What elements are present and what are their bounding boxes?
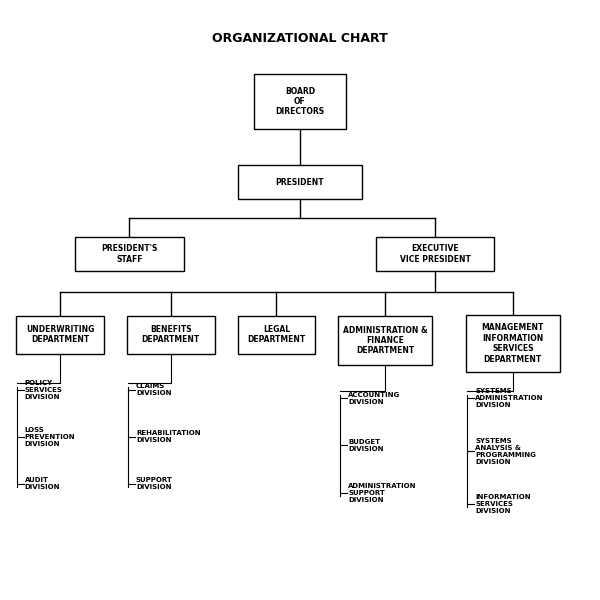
Text: ADMINISTRATION &
FINANCE
DEPARTMENT: ADMINISTRATION & FINANCE DEPARTMENT bbox=[343, 326, 428, 355]
Text: POLICY
SERVICES
DIVISION: POLICY SERVICES DIVISION bbox=[25, 380, 62, 400]
FancyBboxPatch shape bbox=[376, 237, 494, 271]
FancyBboxPatch shape bbox=[75, 237, 184, 271]
Text: MANAGEMENT
INFORMATION
SERVICES
DEPARTMENT: MANAGEMENT INFORMATION SERVICES DEPARTME… bbox=[482, 323, 544, 364]
FancyBboxPatch shape bbox=[254, 74, 346, 129]
FancyBboxPatch shape bbox=[338, 316, 433, 365]
Text: ADMINISTRATION
SUPPORT
DIVISION: ADMINISTRATION SUPPORT DIVISION bbox=[348, 482, 417, 503]
Text: BENEFITS
DEPARTMENT: BENEFITS DEPARTMENT bbox=[142, 325, 200, 344]
Text: INFORMATION
SERVICES
DIVISION: INFORMATION SERVICES DIVISION bbox=[475, 494, 531, 514]
Text: REHABILITATION
DIVISION: REHABILITATION DIVISION bbox=[136, 430, 200, 443]
Text: LOSS
PREVENTION
DIVISION: LOSS PREVENTION DIVISION bbox=[25, 427, 76, 447]
Text: ACCOUNTING
DIVISION: ACCOUNTING DIVISION bbox=[348, 392, 400, 404]
Text: EXECUTIVE
VICE PRESIDENT: EXECUTIVE VICE PRESIDENT bbox=[400, 244, 470, 264]
Text: LEGAL
DEPARTMENT: LEGAL DEPARTMENT bbox=[247, 325, 305, 344]
Text: UNDERWRITING
DEPARTMENT: UNDERWRITING DEPARTMENT bbox=[26, 325, 94, 344]
FancyBboxPatch shape bbox=[127, 316, 215, 353]
Text: CLAIMS
DIVISION: CLAIMS DIVISION bbox=[136, 383, 172, 396]
Text: SYSTEMS
ANALYSIS &
PROGRAMMING
DIVISION: SYSTEMS ANALYSIS & PROGRAMMING DIVISION bbox=[475, 437, 536, 464]
Text: AUDIT
DIVISION: AUDIT DIVISION bbox=[25, 478, 61, 490]
Text: BUDGET
DIVISION: BUDGET DIVISION bbox=[348, 439, 384, 452]
FancyBboxPatch shape bbox=[238, 316, 314, 353]
Text: PRESIDENT'S
STAFF: PRESIDENT'S STAFF bbox=[101, 244, 158, 264]
Text: SUPPORT
DIVISION: SUPPORT DIVISION bbox=[136, 478, 173, 490]
FancyBboxPatch shape bbox=[16, 316, 104, 353]
Text: PRESIDENT: PRESIDENT bbox=[275, 178, 325, 187]
FancyBboxPatch shape bbox=[238, 165, 362, 199]
Text: BOARD
OF
DIRECTORS: BOARD OF DIRECTORS bbox=[275, 86, 325, 116]
Text: ORGANIZATIONAL CHART: ORGANIZATIONAL CHART bbox=[212, 32, 388, 46]
FancyBboxPatch shape bbox=[466, 314, 560, 372]
Text: SYSTEMS
ADMINISTRATION
DIVISION: SYSTEMS ADMINISTRATION DIVISION bbox=[475, 388, 544, 408]
